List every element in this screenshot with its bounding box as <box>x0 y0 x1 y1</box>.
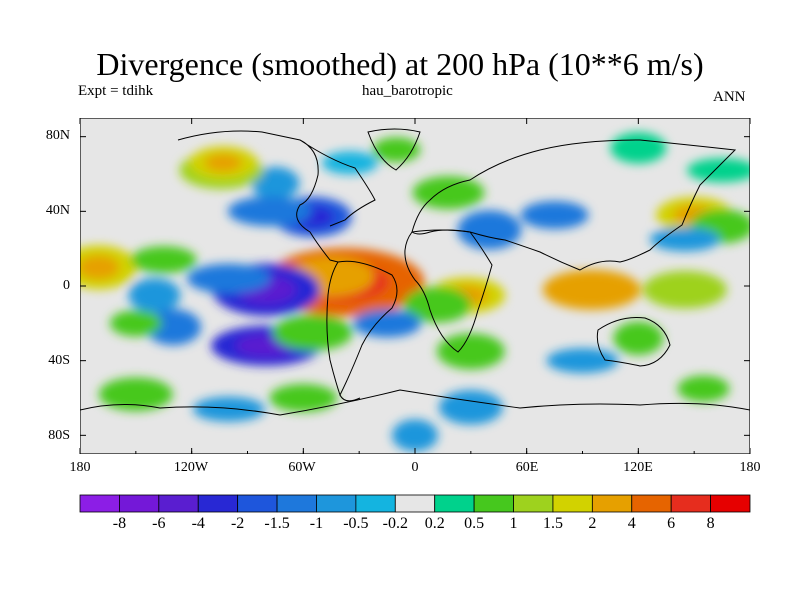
colorbar-label: 1.5 <box>542 515 563 532</box>
y-tick-label: 40N <box>45 203 70 218</box>
colorbar-swatch <box>513 494 554 513</box>
field-region-band_n80_b <box>610 132 667 164</box>
coastlines <box>80 128 750 416</box>
field-region-pac_blue_eq2 <box>186 263 271 294</box>
x-tick-label: 0 <box>411 460 419 475</box>
field-region-pac_blue_n <box>649 227 720 252</box>
colorbar-swatch <box>119 494 160 513</box>
field-core-io_orange <box>564 278 619 301</box>
experiment-label: Expt = tdihk <box>78 83 154 99</box>
field-region-np_green <box>687 158 750 183</box>
colorbar-swatch <box>237 494 278 513</box>
colorbar-label: -0.2 <box>382 515 408 532</box>
colorbar-swatch <box>276 494 317 513</box>
colorbar-label: -2 <box>230 515 245 532</box>
field-region-so_blue <box>438 390 503 425</box>
field-region-satl_blue <box>353 309 422 338</box>
colorbar <box>79 494 751 513</box>
x-tick-label: 60E <box>515 460 539 475</box>
x-tick-label: 120W <box>173 460 209 475</box>
colorbar-label: 2 <box>588 515 597 532</box>
colorbar-label: 4 <box>627 515 636 532</box>
colorbar-swatch <box>473 494 514 513</box>
season-label: ANN <box>713 89 746 105</box>
x-tick-label: 180 <box>739 460 761 475</box>
field-region-ant_blue <box>392 419 438 452</box>
field-region-aus_green <box>613 321 664 356</box>
y-tick-label: 0 <box>63 278 70 293</box>
field-region-safr_green <box>436 333 505 370</box>
x-tick-label: 60W <box>288 460 316 475</box>
colorbar-swatch <box>79 494 120 513</box>
field-region-europe_green <box>412 176 485 210</box>
colorbar-label: -4 <box>191 515 205 532</box>
field-region-io_green <box>642 270 727 309</box>
colorbar-swatch <box>670 494 711 513</box>
field-region-asia_blue <box>520 201 589 230</box>
field-region-med_blue <box>457 210 522 250</box>
case-label: hau_barotropic <box>362 83 453 99</box>
colorbar-swatch <box>158 494 199 513</box>
colorbar-label: -1 <box>309 515 324 532</box>
colorbar-swatch <box>631 494 672 513</box>
field-region-satl_green <box>272 314 353 351</box>
colorbar-swatch <box>710 494 751 513</box>
axis-ticks <box>79 118 751 454</box>
x-tick-label: 120E <box>623 460 653 475</box>
colorbar-swatch <box>316 494 357 513</box>
y-tick-label: 80N <box>45 128 70 143</box>
field-region-pac_blue_eq3 <box>128 278 181 313</box>
field-core-epac_orange <box>80 255 120 280</box>
colorbar-swatch <box>197 494 239 513</box>
field-region-n_am_east <box>251 166 300 200</box>
field-region-so_blue2 <box>192 396 265 422</box>
field-region-atl_blue2 <box>227 196 312 227</box>
field-region-spac_green <box>109 310 162 337</box>
colorbar-label: -0.5 <box>343 515 369 532</box>
colorbar-swatch <box>355 494 396 513</box>
field-region-africa_green <box>403 286 472 323</box>
colorbar-label: 6 <box>667 515 676 532</box>
chart-title: Divergence (smoothed) at 200 hPa (10**6 … <box>96 46 704 82</box>
colorbar-swatch <box>434 494 475 513</box>
field-core-na_coast2 <box>204 153 243 172</box>
colorbar-swatch <box>552 494 593 513</box>
colorbar-label: -8 <box>112 515 127 532</box>
colorbar-label: 8 <box>706 515 715 532</box>
x-tick-label: 180 <box>69 460 91 475</box>
field-region-epac_green <box>130 246 197 274</box>
field-region-so_green2 <box>98 377 173 412</box>
colorbar-swatch <box>394 494 436 513</box>
colorbar-label: 0.2 <box>424 515 445 532</box>
field-region-sio_blue <box>546 348 619 374</box>
y-tick-label: 40S <box>48 353 70 368</box>
field-region-atl_n <box>321 151 378 175</box>
colorbar-swatch <box>591 494 633 513</box>
field-region-so_green <box>269 384 338 412</box>
field-region-band_n80 <box>372 137 421 163</box>
y-tick-label: 80S <box>48 428 70 443</box>
field-region-so_green3 <box>677 375 730 402</box>
colorbar-label: 0.5 <box>464 515 485 532</box>
colorbar-label: 1 <box>509 515 518 532</box>
colorbar-label: -1.5 <box>264 515 290 532</box>
colorbar-label: -6 <box>152 515 166 532</box>
